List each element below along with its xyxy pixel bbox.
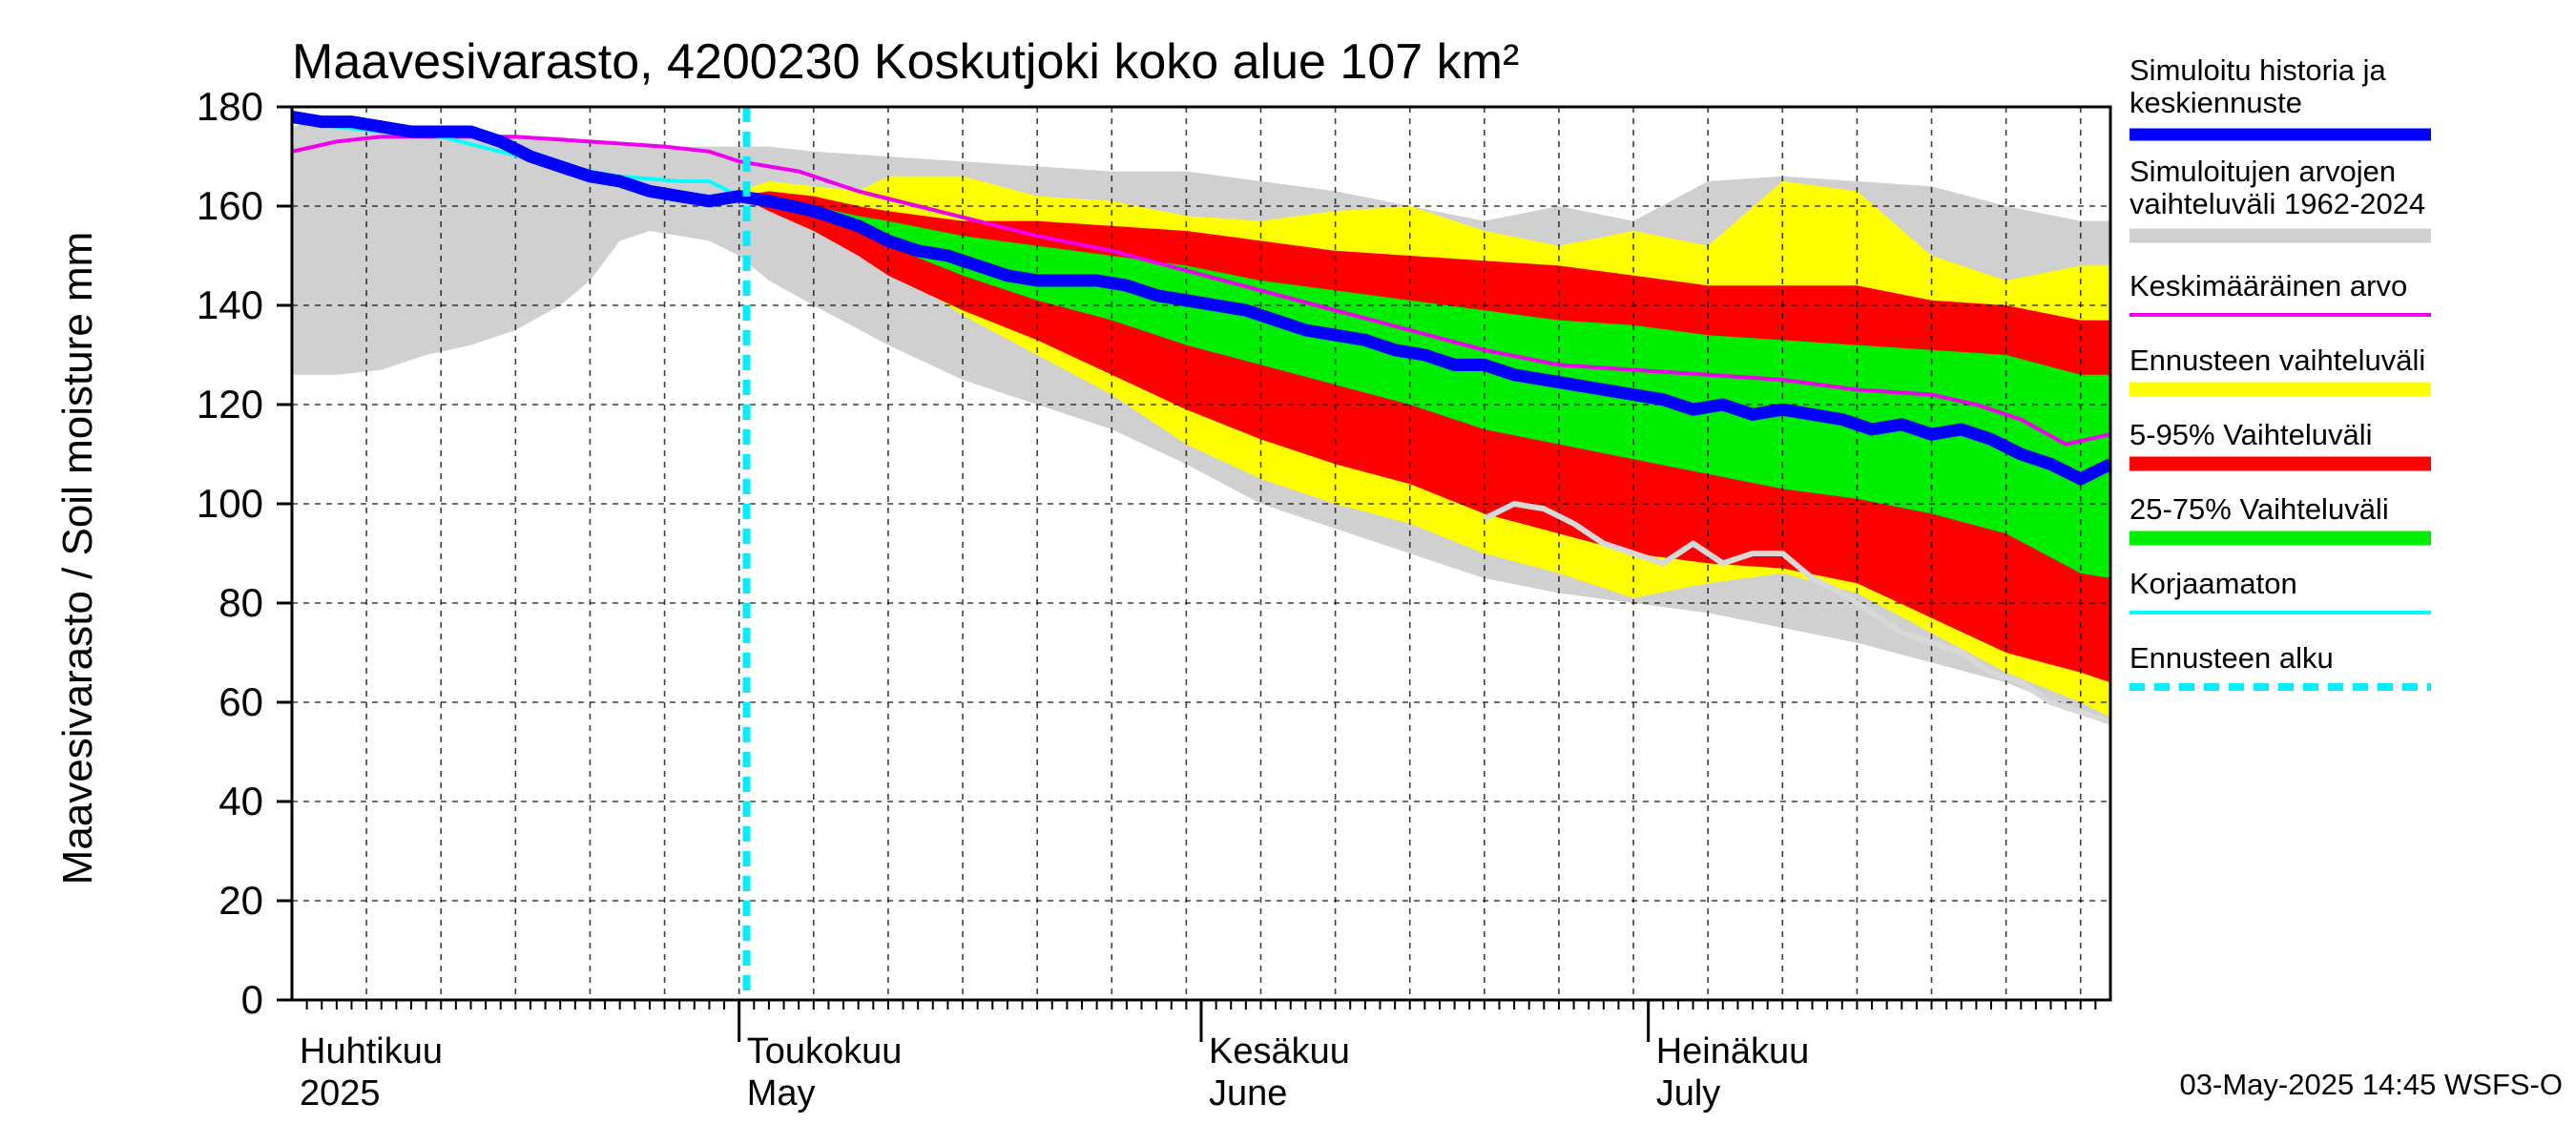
legend-label-range_25_75: 25-75% Vaihteluväli — [2129, 492, 2389, 526]
y-ticks: 0 20 40 60 80 100 120 140 160 180 — [197, 84, 292, 1022]
y-tick-label: 0 — [241, 977, 263, 1022]
legend-label2-median: keskiennuste — [2129, 86, 2302, 119]
legend-label-forecast_start: Ennusteen alku — [2129, 641, 2334, 675]
uncorrected-grey-line — [1483, 500, 2110, 725]
bands-layer — [292, 116, 2110, 722]
y-tick-label: 80 — [218, 580, 263, 625]
median-line — [292, 110, 2110, 486]
legend-label-uncorrected: Korjaamaton — [2129, 567, 2297, 600]
x-month-label-fi: Toukokuu — [747, 1031, 903, 1072]
chart-title: Maavesivarasto, 4200230 Koskutjoki koko … — [292, 34, 1519, 90]
x-month-label-en: May — [747, 1073, 816, 1114]
y-tick-label: 120 — [197, 382, 263, 427]
x-month-label-fi: Huhtikuu — [300, 1031, 443, 1072]
y-tick-label: 160 — [197, 183, 263, 228]
x-month-label-fi: Heinäkuu — [1656, 1031, 1810, 1072]
lines-layer — [292, 107, 2110, 1000]
x-month-label-en: 2025 — [300, 1073, 381, 1114]
y-tick-label: 100 — [197, 481, 263, 526]
y-tick-label: 180 — [197, 84, 263, 129]
y-tick-label: 140 — [197, 282, 263, 327]
x-month-label-en: June — [1209, 1073, 1287, 1114]
y-axis-label: Maavesivarasto / Soil moisture mm — [54, 232, 101, 885]
timestamp: 03-May-2025 14:45 WSFS-O — [2180, 1068, 2563, 1101]
range-25-75-band — [738, 196, 2110, 578]
legend-label-range_5_95: 5-95% Vaihteluväli — [2129, 418, 2372, 451]
y-tick-label: 40 — [218, 779, 263, 823]
range-5-95-band — [738, 191, 2110, 683]
y-tick-label: 20 — [218, 878, 263, 923]
mean-line — [292, 135, 2110, 447]
x-month-label-en: July — [1656, 1073, 1721, 1114]
x-month-label-fi: Kesäkuu — [1209, 1031, 1350, 1072]
legend-label-mean: Keskimääräinen arvo — [2129, 269, 2407, 302]
y-tick-label: 60 — [218, 679, 263, 724]
legend-label-forecast_range: Ennusteen vaihteluväli — [2129, 344, 2425, 377]
grid-layer — [292, 107, 2110, 1000]
legend-label2-history_range: vaihteluväli 1962-2024 — [2129, 187, 2425, 220]
legend-label-history_range: Simuloitujen arvojen — [2129, 155, 2396, 188]
legend-label-median: Simuloitu historia ja — [2129, 53, 2387, 87]
